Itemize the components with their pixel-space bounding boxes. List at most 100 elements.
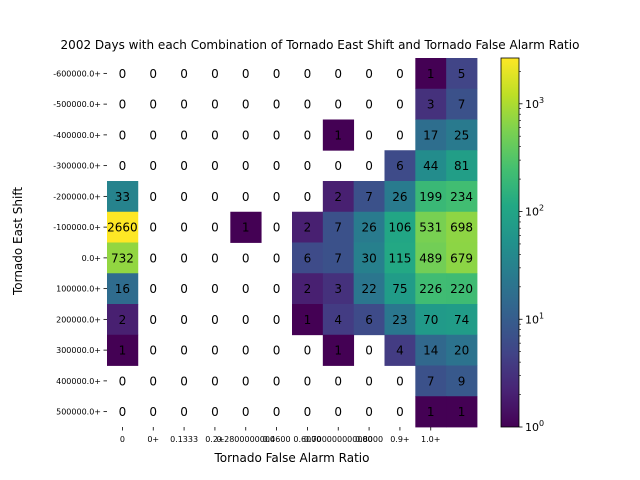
heatmap-cells [107,58,478,428]
cell-value-label: 0 [242,67,250,81]
cell-value-label: 7 [334,251,342,265]
cell-value-label: 679 [450,251,473,265]
cell-value-label: 0 [365,405,373,419]
cell-value-label: 81 [454,159,469,173]
heatmap-cell [322,119,355,151]
cell-value-label: 0 [211,98,219,112]
cell-value-label: 0 [304,405,312,419]
cell-value-label: 0 [242,282,250,296]
cell-value-label: 0 [149,374,157,388]
cell-value-label: 0 [273,344,281,358]
cell-value-label: 20 [454,344,469,358]
cell-value-label: 0 [180,313,188,327]
cell-value-label: 0 [273,67,281,81]
y-tick-label: 100000.0+ [56,285,101,294]
cell-value-label: 0 [180,190,188,204]
heatmap-cell [384,150,416,182]
cell-value-label: 0 [180,282,188,296]
x-tick-label: 0.4600 [263,435,291,444]
heatmap-cell [322,334,355,366]
heatmap-cell [446,365,478,397]
cell-value-label: 3 [427,98,435,112]
y-axis-ticks: -600000.0+ -500000.0+ -400000.0+ -300000.0+… [53,69,107,417]
cell-value-label: 0 [242,313,250,327]
cell-value-label: 1 [242,221,250,235]
cell-value-label: 0 [273,251,281,265]
cell-value-label: 0 [211,405,219,419]
cell-value-label: 0 [396,405,404,419]
heatmap-cell [415,119,447,151]
heatmap-cell [107,211,139,243]
cell-value-label: 0 [180,128,188,142]
y-tick-label: -200000.0+ [53,192,101,201]
x-axis-label: Tornado False Alarm Ratio [214,451,370,465]
cell-value-label: 0 [242,159,250,173]
cell-value-label: 1 [458,405,466,419]
cell-value-label: 2 [304,282,312,296]
cell-value-label: 6 [396,159,404,173]
heatmap-cell [415,334,447,366]
cell-value-label: 0 [334,159,342,173]
colorbar-tick-label: 101 [525,311,544,326]
cell-value-label: 1 [334,344,342,358]
cell-value-label: 0 [334,405,342,419]
heatmap-cell [322,273,355,305]
cell-value-label: 0 [211,313,219,327]
x-tick-label: 0 [120,435,125,444]
cell-value-label: 44 [423,159,438,173]
cell-value-label: 0 [365,128,373,142]
heatmap-cell [322,242,355,274]
colorbar: 100 101 102 103 [500,57,544,434]
cell-value-label: 0 [180,405,188,419]
cell-value-label: 30 [361,251,376,265]
heatmap-cell [446,304,478,336]
cell-value-label: 0 [273,374,281,388]
colorbar-tick-label: 103 [525,96,544,111]
cell-value-label: 17 [423,128,438,142]
heatmap-cell [415,304,447,336]
cell-value-label: 7 [365,190,373,204]
cell-value-label: 0 [273,282,281,296]
cell-value-label: 0 [180,251,188,265]
cell-value-label: 0 [119,405,127,419]
y-tick-label: 0.0+ [82,254,101,263]
cell-value-label: 0 [211,190,219,204]
cell-value-label: 115 [388,251,411,265]
cell-value-label: 0 [304,344,312,358]
heatmap-cell [322,304,355,336]
cell-value-label: 0 [119,98,127,112]
cell-value-label: 0 [242,374,250,388]
cell-value-label: 7 [334,221,342,235]
colorbar-tick-label: 100 [525,419,544,434]
cell-value-label: 0 [273,159,281,173]
heatmap-cell [353,242,385,274]
heatmap-cell [292,242,324,274]
cell-value-label: 234 [450,190,473,204]
cell-value-label: 0 [149,251,157,265]
cell-value-label: 0 [304,159,312,173]
heatmap-cell [292,273,324,305]
cell-value-label: 0 [273,128,281,142]
cell-value-label: 0 [180,67,188,81]
cell-value-label: 0 [180,374,188,388]
cell-value-label: 4 [396,344,404,358]
heatmap-cell [292,211,324,243]
cell-value-label: 0 [304,67,312,81]
cell-value-label: 0 [242,405,250,419]
cell-value-label: 0 [304,128,312,142]
cell-value-label: 0 [365,67,373,81]
y-tick-label: 400000.0+ [56,377,101,386]
cell-value-label: 1 [304,313,312,327]
cell-value-label: 0 [242,251,250,265]
cell-value-label: 0 [334,67,342,81]
cell-value-label: 0 [149,98,157,112]
cell-value-label: 3 [334,282,342,296]
cell-value-label: 531 [419,221,442,235]
cell-value-label: 0 [242,128,250,142]
cell-value-label: 0 [211,344,219,358]
cell-value-label: 698 [450,221,473,235]
cell-value-label: 16 [115,282,130,296]
cell-value-label: 0 [149,313,157,327]
cell-value-label: 0 [149,128,157,142]
